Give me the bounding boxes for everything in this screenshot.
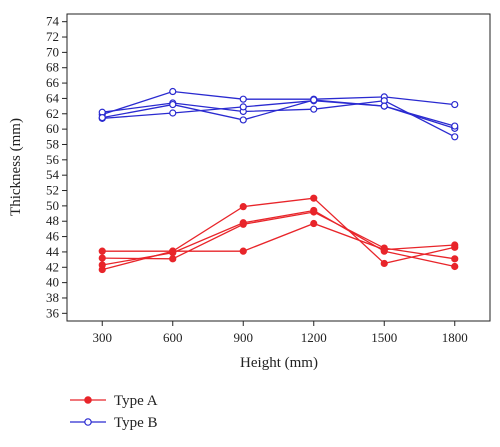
y-tick-label: 56 <box>46 152 60 167</box>
legend-label: Type A <box>114 393 158 409</box>
legend-marker <box>84 396 92 404</box>
series-type-a-3 <box>98 206 459 271</box>
y-tick-label: 68 <box>46 60 59 75</box>
y-tick-label: 60 <box>46 121 59 136</box>
x-tick-label: 600 <box>163 330 183 345</box>
y-tick-label: 52 <box>46 183 59 198</box>
y-tick-label: 50 <box>46 198 59 213</box>
data-point <box>169 249 177 257</box>
data-point <box>310 219 318 228</box>
data-point <box>451 100 459 109</box>
y-tick-label: 38 <box>46 290 59 305</box>
legend-item-type-a: Type A <box>70 393 158 409</box>
data-point <box>451 133 459 141</box>
data-point <box>310 206 318 215</box>
plot-frame <box>66 13 491 322</box>
data-point <box>239 247 247 255</box>
data-point <box>451 255 459 263</box>
data-point <box>98 114 106 122</box>
y-tick-label: 64 <box>46 90 60 105</box>
y-tick-label: 48 <box>46 213 59 228</box>
series-type-b-4 <box>98 87 459 119</box>
data-point <box>310 105 318 113</box>
data-point <box>380 247 388 255</box>
data-point <box>451 262 459 271</box>
y-tick-label: 46 <box>46 229 60 244</box>
series-line <box>102 99 455 127</box>
legend-marker <box>84 418 92 426</box>
x-tick-label: 300 <box>93 330 113 345</box>
data-point <box>169 87 177 96</box>
x-tick-label: 900 <box>234 330 254 345</box>
y-tick-label: 72 <box>46 29 59 44</box>
data-point <box>239 95 247 103</box>
x-axis-title: Height (mm) <box>240 355 318 371</box>
y-tick-label: 40 <box>46 275 59 290</box>
series-type-b-6 <box>98 97 459 132</box>
data-point <box>169 100 177 109</box>
data-point <box>98 247 106 255</box>
data-point <box>169 255 177 263</box>
data-point <box>380 102 388 110</box>
data-point <box>310 194 318 202</box>
data-point <box>451 122 459 130</box>
x-tick-label: 1200 <box>301 330 327 345</box>
legend: Type A Type B <box>70 393 158 431</box>
legend-item-type-b: Type B <box>70 415 158 431</box>
series-line <box>102 209 455 268</box>
y-tick-label: 66 <box>46 75 60 90</box>
data-point <box>239 203 247 211</box>
y-tick-label: 70 <box>46 44 59 59</box>
data-point <box>451 243 459 251</box>
y-tick-label: 58 <box>46 136 59 151</box>
data-point <box>239 103 247 111</box>
data-point <box>98 261 106 269</box>
data-point <box>380 259 388 268</box>
y-tick-label: 74 <box>46 14 60 29</box>
series-line <box>102 211 455 260</box>
y-axis-title: Thickness (mm) <box>8 118 24 216</box>
x-tick-label: 1800 <box>442 330 468 345</box>
y-tick-label: 54 <box>46 167 60 182</box>
data-point <box>98 254 106 262</box>
data-point <box>310 96 318 104</box>
series-line <box>102 90 455 116</box>
legend-label: Type B <box>114 415 158 431</box>
series-line <box>102 100 456 138</box>
x-axis-ticks: 300 600 900 1200 1500 1800 <box>93 321 468 345</box>
y-tick-label: 44 <box>46 244 60 259</box>
data-point <box>169 109 177 117</box>
series-type-b-7 <box>98 96 459 130</box>
series-layer <box>98 87 459 274</box>
y-tick-label: 36 <box>46 305 60 320</box>
x-tick-label: 1500 <box>371 330 397 345</box>
y-tick-label: 42 <box>46 259 59 274</box>
series-type-a-2 <box>98 194 459 274</box>
series-type-a-0 <box>98 219 459 255</box>
y-tick-label: 62 <box>46 106 59 121</box>
data-point <box>239 116 247 124</box>
series-line <box>102 222 455 252</box>
data-point <box>239 219 247 227</box>
